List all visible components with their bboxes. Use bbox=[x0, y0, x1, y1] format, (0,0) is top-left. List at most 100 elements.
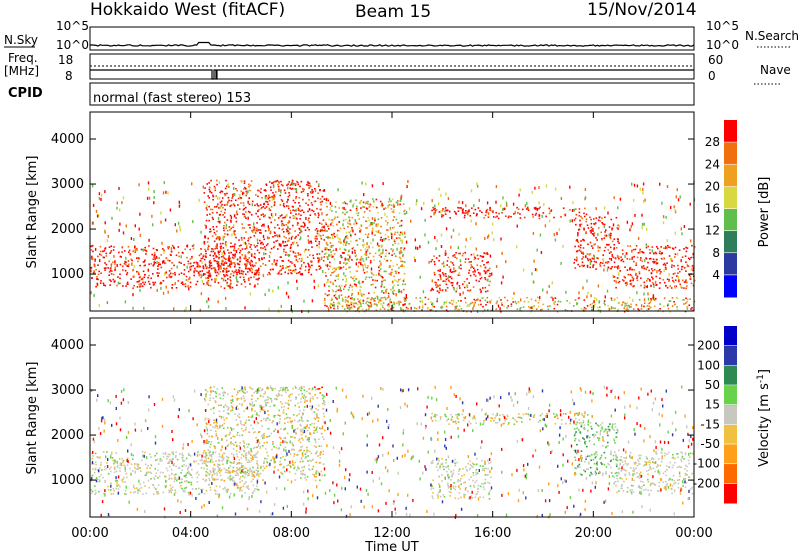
power-echo bbox=[236, 284, 238, 286]
power-noise-point bbox=[538, 186, 540, 189]
power-echo bbox=[319, 230, 322, 232]
power-echo bbox=[272, 236, 274, 238]
velocity-echo bbox=[318, 438, 320, 440]
power-echo bbox=[401, 233, 404, 235]
power-echo bbox=[252, 265, 254, 268]
velocity-echo bbox=[245, 443, 248, 445]
power-echo bbox=[396, 280, 398, 282]
power-echo bbox=[624, 276, 626, 279]
power-echo bbox=[329, 224, 332, 226]
power-echo bbox=[553, 307, 556, 310]
power-echo bbox=[276, 224, 279, 226]
velocity-echo bbox=[267, 387, 270, 390]
power-echo bbox=[501, 211, 503, 214]
power-echo bbox=[275, 180, 277, 183]
power-echo bbox=[265, 183, 267, 186]
velocity-echo bbox=[298, 388, 300, 390]
power-echo bbox=[346, 300, 349, 302]
power-colorbar-segment bbox=[724, 164, 737, 187]
power-noise-point bbox=[119, 208, 121, 212]
power-echo bbox=[467, 289, 469, 292]
power-noise-point bbox=[343, 272, 345, 276]
power-echo bbox=[386, 304, 389, 307]
velocity-echo bbox=[174, 491, 177, 494]
power-echo bbox=[459, 287, 461, 289]
power-echo bbox=[239, 256, 241, 258]
power-noise-point bbox=[502, 275, 504, 279]
velocity-echo bbox=[266, 460, 268, 463]
power-echo bbox=[445, 275, 447, 277]
power-noise-point bbox=[562, 244, 564, 248]
power-echo bbox=[547, 305, 549, 308]
power-echo bbox=[362, 299, 365, 302]
velocity-echo bbox=[169, 458, 171, 461]
power-echo bbox=[442, 273, 445, 276]
power-noise-point bbox=[554, 187, 557, 191]
power-echo bbox=[360, 229, 362, 231]
velocity-echo bbox=[191, 488, 194, 490]
power-echo bbox=[336, 216, 339, 218]
power-echo bbox=[435, 257, 438, 259]
power-echo bbox=[343, 262, 345, 264]
power-echo bbox=[393, 203, 395, 206]
power-echo bbox=[205, 227, 207, 229]
power-echo bbox=[224, 194, 227, 197]
velocity-echo bbox=[168, 477, 171, 479]
power-echo bbox=[295, 235, 297, 238]
power-noise-point bbox=[125, 256, 127, 260]
power-echo bbox=[99, 245, 102, 248]
power-echo bbox=[403, 247, 406, 250]
velocity-echo bbox=[291, 393, 293, 395]
velocity-echo bbox=[154, 475, 157, 477]
velocity-echo bbox=[223, 406, 225, 408]
power-echo bbox=[352, 246, 355, 249]
power-echo bbox=[294, 252, 297, 255]
power-echo bbox=[287, 183, 289, 185]
power-echo bbox=[257, 278, 259, 281]
power-echo bbox=[389, 227, 392, 229]
velocity-echo bbox=[190, 474, 192, 476]
power-noise-point bbox=[665, 215, 667, 219]
power-echo bbox=[692, 268, 695, 271]
power-echo bbox=[210, 179, 212, 182]
power-echo bbox=[347, 226, 349, 228]
power-noise-point bbox=[225, 223, 228, 227]
power-echo bbox=[208, 197, 210, 199]
power-echo bbox=[631, 268, 633, 271]
velocity-echo bbox=[205, 460, 207, 463]
power-noise-point bbox=[176, 265, 178, 269]
power-echo bbox=[240, 244, 242, 247]
velocity-echo bbox=[292, 414, 295, 416]
power-echo bbox=[224, 187, 227, 190]
power-noise-point bbox=[422, 290, 425, 294]
power-echo bbox=[206, 209, 208, 211]
power-echo bbox=[685, 287, 687, 290]
power-echo bbox=[439, 287, 441, 290]
velocity-echo bbox=[172, 458, 174, 460]
velocity-echo bbox=[91, 463, 93, 465]
power-noise-point bbox=[320, 235, 322, 239]
power-echo bbox=[138, 283, 141, 286]
power-echo bbox=[649, 301, 652, 304]
power-echo bbox=[295, 242, 298, 244]
power-echo bbox=[647, 261, 649, 264]
power-echo bbox=[333, 258, 336, 261]
power-echo bbox=[334, 270, 336, 272]
velocity-echo bbox=[313, 430, 315, 432]
power-echo bbox=[630, 274, 633, 277]
power-echo bbox=[168, 260, 171, 262]
velocity-echo bbox=[308, 440, 310, 443]
velocity-echo bbox=[221, 438, 223, 440]
power-noise-point bbox=[318, 183, 320, 187]
power-noise-point bbox=[465, 238, 467, 242]
velocity-echo bbox=[93, 471, 96, 474]
power-echo bbox=[312, 196, 314, 198]
power-echo bbox=[361, 308, 364, 311]
power-echo bbox=[355, 221, 357, 224]
velocity-echo bbox=[242, 465, 245, 467]
velocity-echo bbox=[205, 389, 207, 391]
velocity-echo bbox=[323, 415, 325, 418]
power-echo bbox=[468, 269, 471, 272]
power-echo bbox=[318, 258, 320, 260]
